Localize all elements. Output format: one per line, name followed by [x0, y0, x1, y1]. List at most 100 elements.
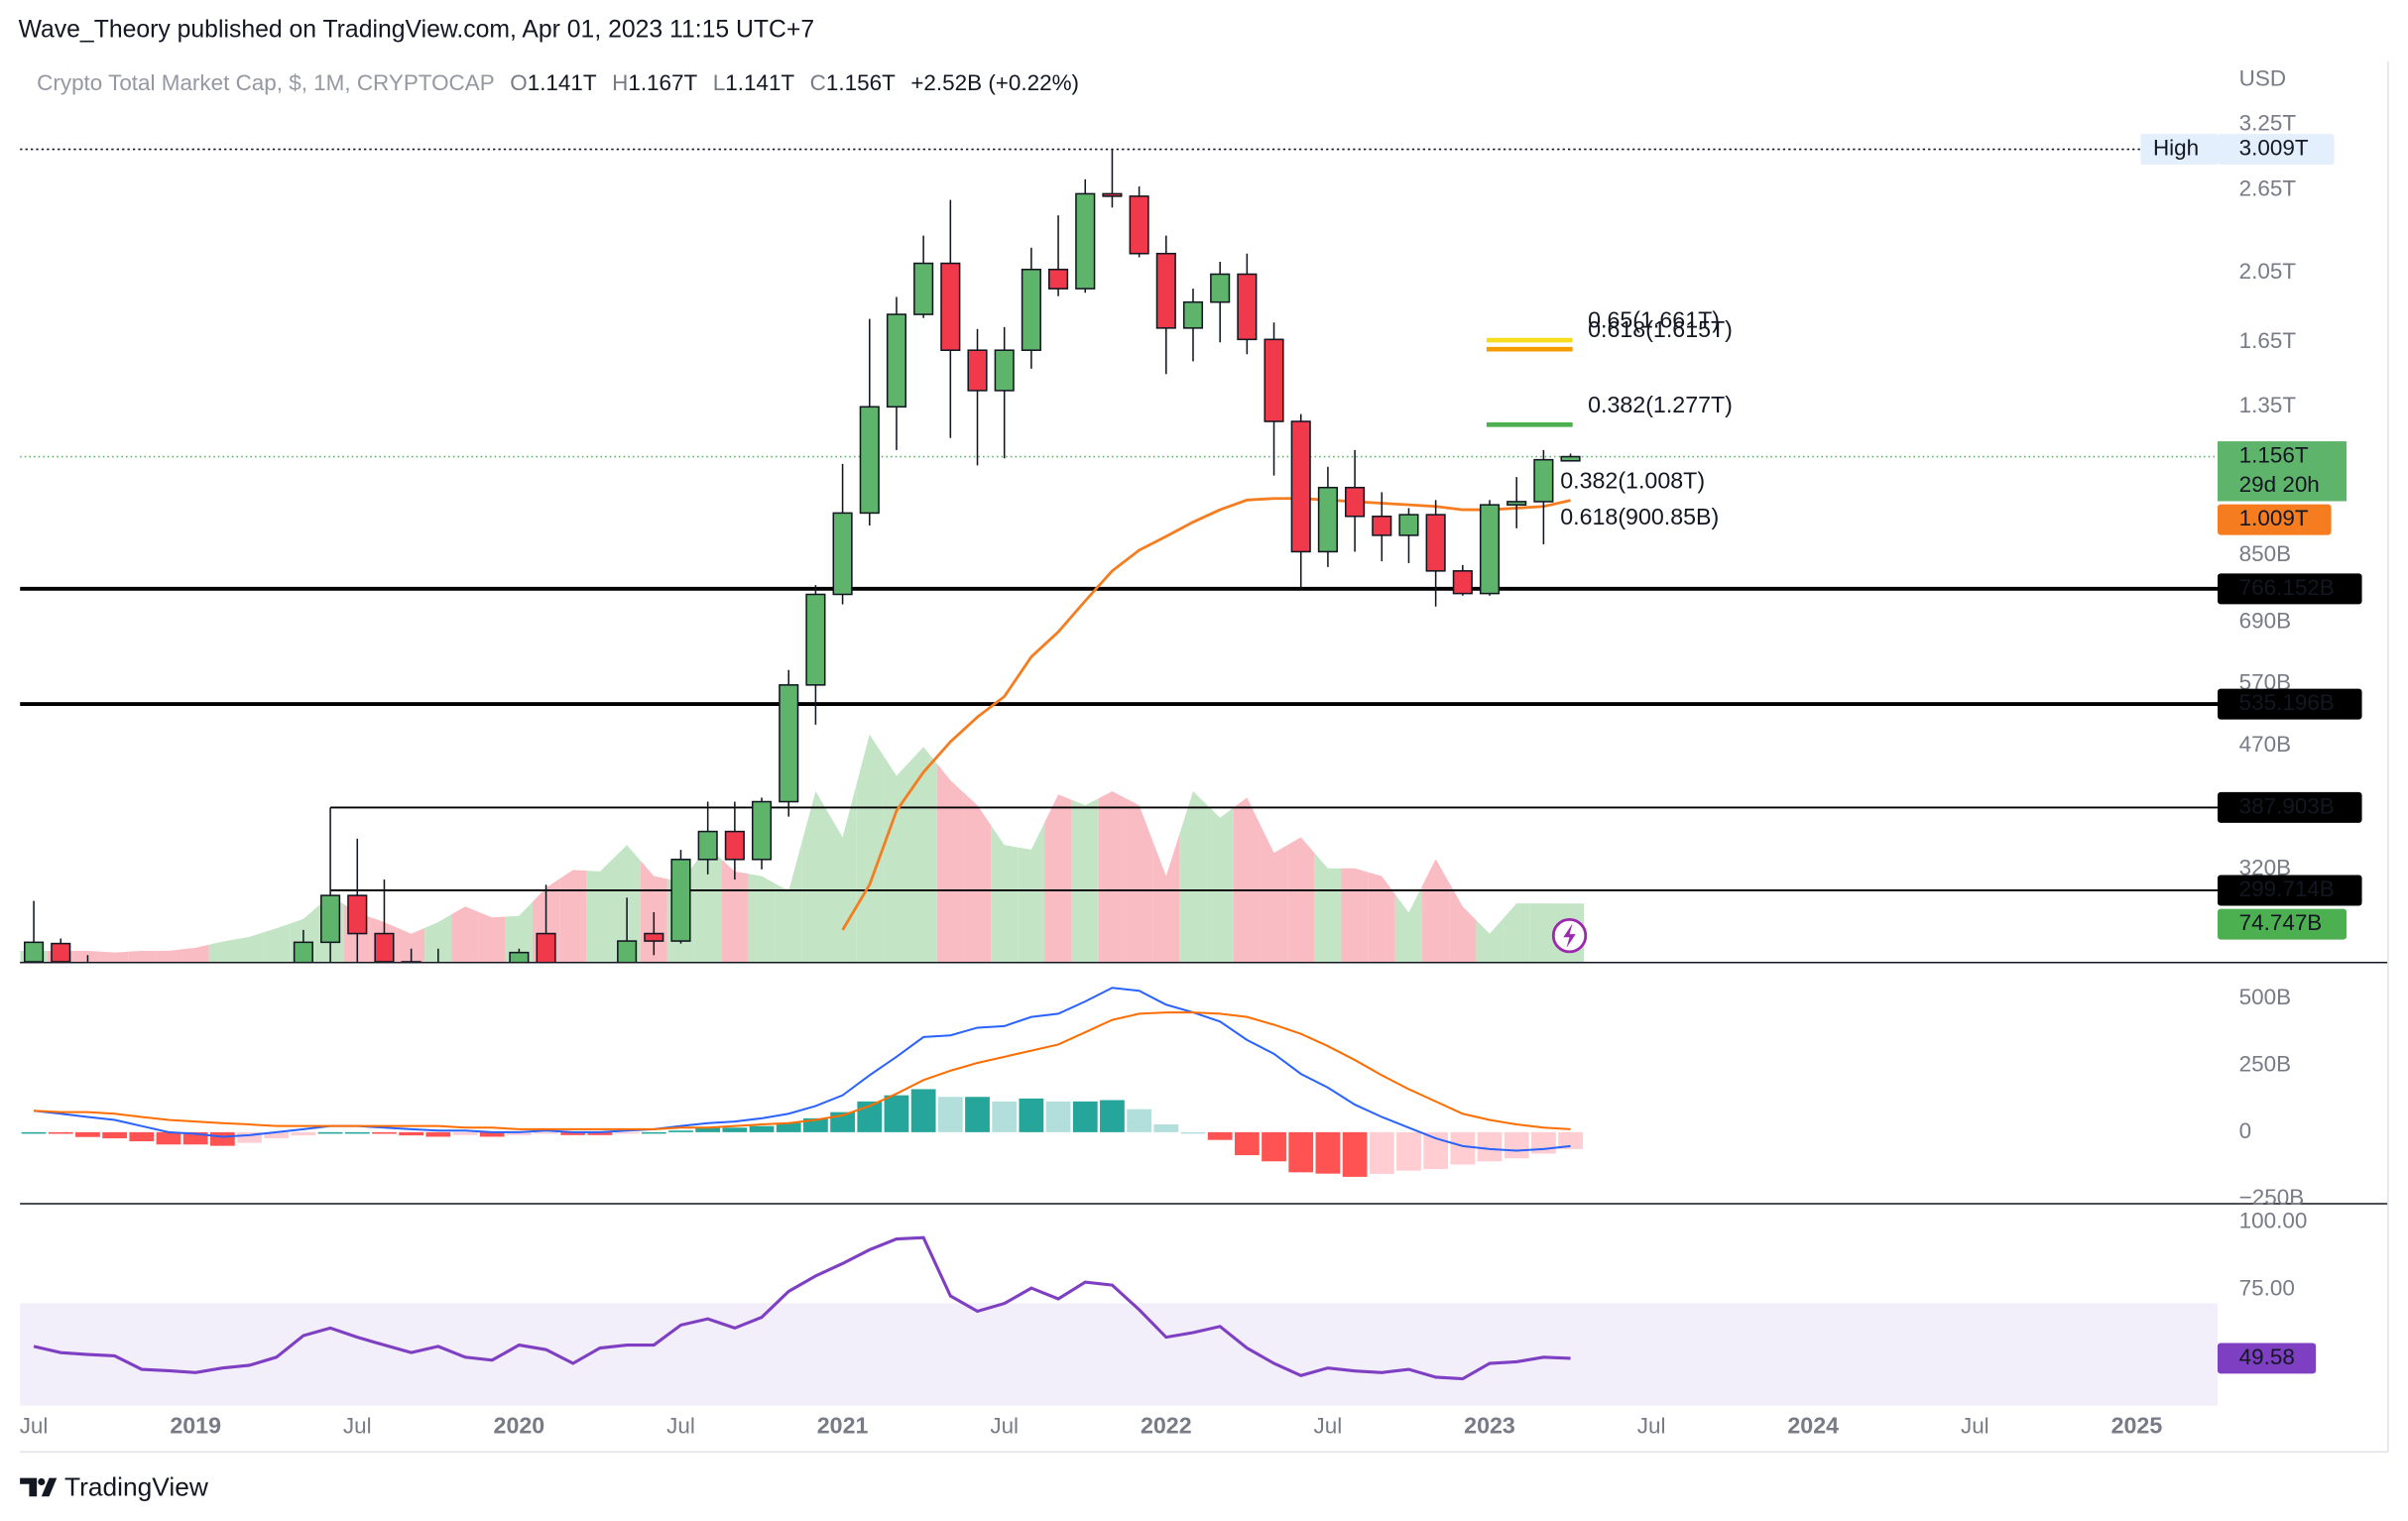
- price-pane: [20, 148, 2218, 962]
- y-tick-label: 2.65T: [2239, 176, 2297, 201]
- ohlc-value: 1.141T: [725, 70, 794, 95]
- candle-body: [347, 894, 368, 935]
- high-label: High: [2153, 135, 2199, 160]
- y-tick-label: 1.65T: [2239, 328, 2297, 353]
- axes: 3.25T2.65T2.05T1.65T1.35T850B690B570B470…: [20, 111, 2362, 1439]
- y-unit: USD: [2239, 66, 2286, 91]
- volume-area: [263, 923, 291, 962]
- volume-area: [1152, 833, 1180, 962]
- volume-area: [1126, 798, 1153, 962]
- fib-label: 0.618(900.85B): [1560, 504, 1719, 529]
- candle-body: [1479, 504, 1501, 595]
- macd-histogram: [776, 1122, 801, 1132]
- macd-histogram: [291, 1131, 316, 1136]
- x-tick-label: Jul: [1314, 1413, 1343, 1438]
- y-tick-label: 75.00: [2239, 1276, 2295, 1301]
- x-tick-label: Jul: [666, 1413, 695, 1438]
- candle-body: [1048, 269, 1069, 290]
- publisher: Wave_Theory published on TradingView.com…: [19, 17, 815, 44]
- ohlc-value: 1.167T: [628, 70, 697, 95]
- ohlc-key: C: [810, 70, 826, 95]
- macd-histogram: [1100, 1100, 1125, 1132]
- macd-histogram: [1019, 1098, 1044, 1132]
- macd-histogram: [1342, 1131, 1368, 1177]
- macd-histogram: [937, 1097, 963, 1132]
- x-tick-label: 2020: [494, 1413, 545, 1439]
- macd-histogram: [479, 1131, 505, 1137]
- macd-histogram: [560, 1131, 586, 1135]
- volume-area: [208, 939, 236, 962]
- level-label: 535.196B: [2239, 690, 2335, 715]
- volume-area: [1206, 804, 1234, 962]
- macd-histogram: [506, 1131, 532, 1135]
- volume-area: [1476, 918, 1504, 962]
- macd-histogram: [534, 1131, 558, 1134]
- volume-last: 74.747B: [2239, 910, 2323, 935]
- ema-last: 1.009T: [2239, 506, 2309, 530]
- candle-body: [1075, 192, 1096, 290]
- last-price: 1.156T: [2239, 442, 2309, 467]
- volume-area: [1260, 825, 1288, 962]
- rsi-last-box: [2217, 1343, 2317, 1374]
- macd-histogram: [102, 1131, 128, 1139]
- brand: TradingView: [64, 1471, 209, 1501]
- macd-histogram: [21, 1131, 47, 1134]
- volume-area: [1098, 791, 1127, 962]
- candle-body: [967, 349, 988, 392]
- volume-area: [1314, 853, 1342, 962]
- macd-pane: [21, 987, 1583, 1177]
- volume-area: [1529, 903, 1557, 962]
- x-tick-label: 2024: [1787, 1413, 1839, 1439]
- candle-body: [859, 406, 880, 515]
- rsi-line: [33, 1235, 1571, 1381]
- macd-histogram: [209, 1131, 235, 1146]
- macd-histogram: [1045, 1101, 1071, 1132]
- macd-histogram: [129, 1131, 155, 1142]
- macd-histogram: [965, 1097, 990, 1132]
- volume-area: [1449, 882, 1477, 962]
- candle-body: [940, 262, 961, 351]
- candle-body: [1129, 195, 1149, 255]
- macd-histogram: [1262, 1131, 1286, 1162]
- macd-histogram: [1180, 1131, 1206, 1134]
- volume-area: [1044, 794, 1072, 962]
- rsi-band: [20, 1303, 2218, 1406]
- volume-area: [478, 911, 506, 962]
- macd-histogram: [641, 1131, 666, 1134]
- candle-body: [724, 830, 745, 861]
- macd-histogram: [587, 1131, 613, 1135]
- macd-histogram: [1127, 1109, 1152, 1132]
- volume-area: [128, 950, 156, 962]
- x-tick-label: 2025: [2111, 1413, 2163, 1439]
- volume-area: [1341, 868, 1369, 962]
- candle-body: [1560, 455, 1581, 462]
- candle-body: [832, 512, 853, 596]
- brand-logo: [20, 1477, 58, 1497]
- x-tick-label: Jul: [1961, 1413, 1989, 1438]
- macd-histogram: [1396, 1131, 1421, 1171]
- volume-last-box: [2217, 908, 2348, 940]
- y-tick-label: 690B: [2239, 609, 2291, 634]
- volume-area: [991, 825, 1019, 962]
- candle-body: [886, 313, 907, 409]
- volume-area: [748, 874, 776, 962]
- volume-area: [1233, 797, 1261, 962]
- candle-body: [1237, 273, 1258, 341]
- y-tick-label: 500B: [2239, 985, 2291, 1009]
- volume-area: [424, 914, 452, 962]
- level-label-box: [2217, 875, 2362, 906]
- macd-histogram: [910, 1089, 936, 1132]
- volume-area: [1368, 872, 1395, 962]
- macd-histogram: [992, 1101, 1018, 1132]
- ohlc-value: 1.141T: [528, 70, 597, 95]
- candle-body: [697, 830, 718, 861]
- volume-area: [856, 734, 884, 962]
- macd-histogram: [803, 1117, 828, 1132]
- x-tick-label: Jul: [1637, 1413, 1666, 1438]
- y-tick-label: −250B: [2239, 1185, 2305, 1210]
- symbol: Crypto Total Market Cap, $, 1M, CRYPTOCA…: [37, 70, 495, 95]
- ema-last-box: [2217, 504, 2332, 535]
- candle-body: [1290, 420, 1311, 553]
